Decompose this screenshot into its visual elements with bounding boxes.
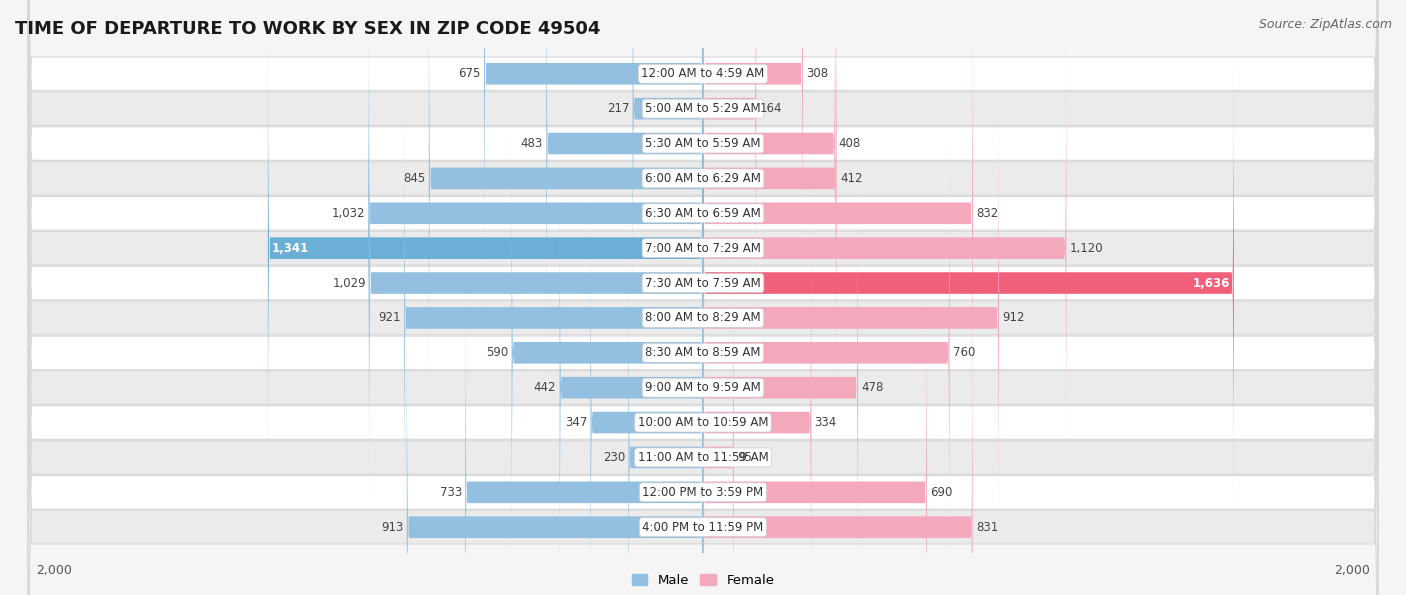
- FancyBboxPatch shape: [547, 0, 703, 377]
- Text: 12:00 AM to 4:59 AM: 12:00 AM to 4:59 AM: [641, 67, 765, 80]
- FancyBboxPatch shape: [560, 154, 703, 595]
- Text: 1,029: 1,029: [332, 277, 366, 290]
- Text: 10:00 AM to 10:59 AM: 10:00 AM to 10:59 AM: [638, 416, 768, 429]
- Text: 912: 912: [1002, 311, 1025, 324]
- FancyBboxPatch shape: [28, 126, 1378, 595]
- FancyBboxPatch shape: [703, 224, 734, 595]
- FancyBboxPatch shape: [28, 0, 1378, 595]
- Text: 7:00 AM to 7:29 AM: 7:00 AM to 7:29 AM: [645, 242, 761, 255]
- FancyBboxPatch shape: [28, 0, 1378, 595]
- FancyBboxPatch shape: [28, 21, 1378, 595]
- FancyBboxPatch shape: [28, 90, 1378, 595]
- Text: 921: 921: [378, 311, 401, 324]
- FancyBboxPatch shape: [703, 0, 837, 412]
- Text: 1,120: 1,120: [1070, 242, 1104, 255]
- FancyBboxPatch shape: [703, 84, 998, 551]
- FancyBboxPatch shape: [28, 0, 1378, 580]
- Text: 832: 832: [976, 207, 998, 220]
- FancyBboxPatch shape: [28, 0, 1378, 545]
- Text: 760: 760: [953, 346, 976, 359]
- Text: 334: 334: [814, 416, 837, 429]
- Text: 12:00 PM to 3:59 PM: 12:00 PM to 3:59 PM: [643, 486, 763, 499]
- FancyBboxPatch shape: [703, 0, 756, 342]
- FancyBboxPatch shape: [512, 120, 703, 586]
- FancyBboxPatch shape: [28, 0, 1378, 595]
- Text: 347: 347: [565, 416, 588, 429]
- Text: 483: 483: [520, 137, 543, 150]
- Text: 164: 164: [759, 102, 782, 115]
- FancyBboxPatch shape: [633, 0, 703, 342]
- FancyBboxPatch shape: [269, 15, 703, 481]
- FancyBboxPatch shape: [703, 0, 835, 377]
- FancyBboxPatch shape: [703, 189, 811, 595]
- Text: 6:30 AM to 6:59 AM: 6:30 AM to 6:59 AM: [645, 207, 761, 220]
- FancyBboxPatch shape: [591, 189, 703, 595]
- Text: 408: 408: [838, 137, 860, 150]
- Text: 831: 831: [976, 521, 998, 534]
- Text: 1,032: 1,032: [332, 207, 366, 220]
- FancyBboxPatch shape: [465, 259, 703, 595]
- FancyBboxPatch shape: [703, 154, 858, 595]
- Text: 7:30 AM to 7:59 AM: 7:30 AM to 7:59 AM: [645, 277, 761, 290]
- Text: 1,636: 1,636: [1192, 277, 1230, 290]
- Text: 9:00 AM to 9:59 AM: 9:00 AM to 9:59 AM: [645, 381, 761, 394]
- Text: 442: 442: [534, 381, 557, 394]
- Text: 4:00 PM to 11:59 PM: 4:00 PM to 11:59 PM: [643, 521, 763, 534]
- Text: 5:30 AM to 5:59 AM: 5:30 AM to 5:59 AM: [645, 137, 761, 150]
- Text: 11:00 AM to 11:59 AM: 11:00 AM to 11:59 AM: [638, 451, 768, 464]
- Text: 95: 95: [737, 451, 752, 464]
- FancyBboxPatch shape: [28, 56, 1378, 595]
- FancyBboxPatch shape: [406, 294, 703, 595]
- FancyBboxPatch shape: [28, 0, 1378, 511]
- Text: 733: 733: [440, 486, 463, 499]
- Text: 1,341: 1,341: [271, 242, 309, 255]
- Text: 845: 845: [404, 172, 426, 185]
- Text: 690: 690: [931, 486, 952, 499]
- Text: 590: 590: [486, 346, 509, 359]
- FancyBboxPatch shape: [28, 0, 1378, 595]
- Text: 8:30 AM to 8:59 AM: 8:30 AM to 8:59 AM: [645, 346, 761, 359]
- FancyBboxPatch shape: [28, 0, 1378, 475]
- Text: 412: 412: [839, 172, 862, 185]
- FancyBboxPatch shape: [628, 224, 703, 595]
- FancyBboxPatch shape: [28, 0, 1378, 595]
- FancyBboxPatch shape: [703, 294, 973, 595]
- FancyBboxPatch shape: [368, 0, 703, 447]
- FancyBboxPatch shape: [703, 120, 949, 586]
- FancyBboxPatch shape: [484, 0, 703, 307]
- Text: 5:00 AM to 5:29 AM: 5:00 AM to 5:29 AM: [645, 102, 761, 115]
- Legend: Male, Female: Male, Female: [626, 569, 780, 592]
- FancyBboxPatch shape: [703, 15, 1066, 481]
- Text: TIME OF DEPARTURE TO WORK BY SEX IN ZIP CODE 49504: TIME OF DEPARTURE TO WORK BY SEX IN ZIP …: [14, 20, 600, 37]
- FancyBboxPatch shape: [703, 50, 1234, 516]
- FancyBboxPatch shape: [404, 84, 703, 551]
- Text: 913: 913: [381, 521, 404, 534]
- FancyBboxPatch shape: [703, 259, 927, 595]
- Text: 217: 217: [607, 102, 630, 115]
- Text: 8:00 AM to 8:29 AM: 8:00 AM to 8:29 AM: [645, 311, 761, 324]
- Text: 6:00 AM to 6:29 AM: 6:00 AM to 6:29 AM: [645, 172, 761, 185]
- FancyBboxPatch shape: [703, 0, 803, 307]
- Text: 308: 308: [806, 67, 828, 80]
- Text: 478: 478: [862, 381, 884, 394]
- Text: Source: ZipAtlas.com: Source: ZipAtlas.com: [1258, 18, 1392, 31]
- FancyBboxPatch shape: [28, 0, 1378, 595]
- Text: 675: 675: [458, 67, 481, 80]
- FancyBboxPatch shape: [703, 0, 973, 447]
- Text: 230: 230: [603, 451, 626, 464]
- FancyBboxPatch shape: [370, 50, 703, 516]
- FancyBboxPatch shape: [429, 0, 703, 412]
